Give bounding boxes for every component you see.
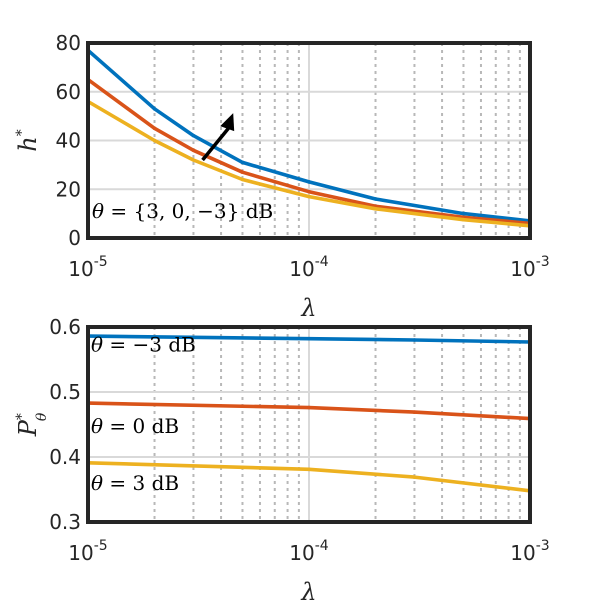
y-tick-label: 0.3 <box>49 510 81 534</box>
data-point-orange <box>412 410 417 414</box>
series-line-yellow <box>87 99 531 228</box>
series-label: θ = 0 dB <box>91 414 179 438</box>
y-tick-label: 40 <box>56 129 81 153</box>
data-point-blue <box>307 180 311 184</box>
series-line-orange <box>86 78 531 226</box>
data-point-blue <box>152 107 157 111</box>
plot-panel-2: 0.3 0.4 0.5 0.6 θ = −3 dB θ = 0 dB θ = 3 dB 10-… <box>14 315 550 602</box>
x-tick-label: 10-4 <box>289 538 329 565</box>
series-line-blue <box>87 334 531 344</box>
series-label: θ = −3 dB <box>91 333 196 357</box>
series-line-yellow <box>87 461 531 493</box>
data-point-blue <box>240 160 245 165</box>
data-point-blue <box>191 133 196 138</box>
series-line-orange <box>87 401 531 421</box>
data-point-yellow <box>373 206 378 211</box>
data-point-blue <box>373 197 378 201</box>
y-tick-label: 0.6 <box>49 315 81 339</box>
y-tick-label: 0.4 <box>49 445 81 469</box>
data-point-blue <box>307 336 311 341</box>
y-tick-label: 0 <box>68 226 81 250</box>
x-tick-label: 10-4 <box>289 254 329 281</box>
y-tick-label: 60 <box>56 80 81 104</box>
annotation-arrow-head <box>220 113 235 132</box>
data-point-orange <box>191 148 196 153</box>
axes-box <box>86 41 532 240</box>
data-point-orange <box>307 405 311 410</box>
data-point-orange <box>307 189 311 194</box>
y-tick-label: 0.5 <box>49 380 81 404</box>
series-label: θ = 3 dB <box>91 471 179 495</box>
x-tick-label: 10-5 <box>68 254 107 281</box>
data-point-orange <box>240 170 245 174</box>
annotation-text: θ = {3, 0, −3} dB <box>92 199 273 223</box>
axes-box <box>86 325 532 524</box>
series-line-blue <box>86 48 531 223</box>
y-tick-label: 20 <box>56 177 81 201</box>
data-point-yellow <box>307 467 311 472</box>
y-tick-label: 80 <box>56 31 81 55</box>
y-axis-label: P* θ <box>14 412 50 437</box>
data-point-orange <box>152 126 157 131</box>
y-axis-label: h* <box>14 129 42 151</box>
data-point-yellow <box>461 217 466 222</box>
data-point-yellow <box>412 475 417 479</box>
x-tick-label: 10-5 <box>68 538 107 565</box>
x-axis-label: λ <box>300 578 316 602</box>
x-axis-label: λ <box>300 294 316 322</box>
x-tick-label: 10-3 <box>510 254 549 281</box>
plot-panel-1: 0 20 40 60 80 θ = {3, 0, −3} dB 10-5 10-4 10-3 λ h… <box>14 31 550 322</box>
x-tick-label: 10-3 <box>510 538 549 565</box>
data-point-yellow <box>240 177 245 182</box>
data-point-yellow <box>191 158 196 162</box>
annotation-arrow-shaft <box>201 125 232 162</box>
data-point-yellow <box>307 194 311 199</box>
data-point-blue <box>412 338 417 342</box>
data-point-yellow <box>152 138 157 143</box>
data-point-blue <box>461 211 466 216</box>
